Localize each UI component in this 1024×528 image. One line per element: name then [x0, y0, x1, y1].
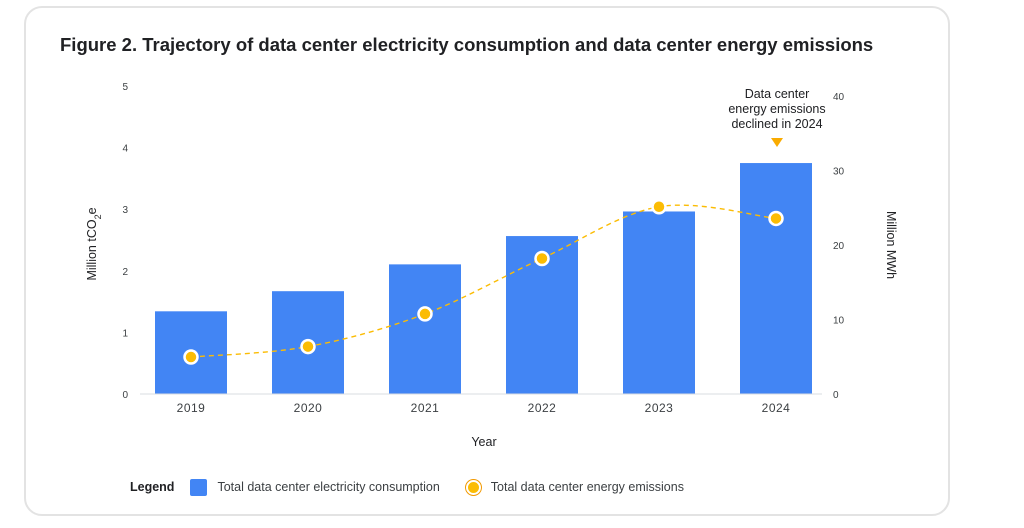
right-tick-30: 30: [833, 167, 845, 178]
x-tick-2019: 2019: [177, 401, 206, 415]
point-2022: [534, 250, 550, 267]
left-tick-5: 5: [122, 82, 128, 93]
right-tick-labels: 0 10 20 30 40: [833, 92, 845, 401]
legend-title: Legend: [130, 480, 175, 494]
points-layer: [183, 198, 784, 365]
annotation-line-3: declined in 2024: [731, 117, 822, 131]
point-2023: [651, 198, 667, 215]
x-tick-2020: 2020: [294, 401, 323, 415]
legend-item-electricity: Total data center electricity consumptio…: [190, 478, 440, 496]
left-axis-title: Million tCO2e: [85, 207, 103, 280]
legend-bar-swatch-icon: [190, 478, 208, 496]
right-tick-10: 10: [833, 316, 845, 327]
left-tick-2: 2: [122, 267, 128, 278]
annotation-line-1: Data center: [745, 87, 810, 101]
x-tick-2024: 2024: [762, 401, 791, 415]
x-tick-2022: 2022: [528, 401, 557, 415]
legend: Legend Total data center electricity con…: [130, 477, 710, 497]
right-tick-0: 0: [833, 390, 839, 401]
bar-2021: [389, 264, 461, 394]
annotation-line-2: energy emissions: [728, 102, 825, 116]
left-tick-labels: 0 1 2 3 4 5: [122, 82, 128, 401]
x-axis-title: Year: [471, 435, 496, 449]
bar-2024: [740, 163, 812, 394]
right-axis-title: Million MWh: [884, 211, 898, 279]
legend-label-emissions: Total data center energy emissions: [490, 480, 684, 494]
left-tick-0: 0: [122, 390, 128, 401]
legend-label-electricity: Total data center electricity consumptio…: [217, 480, 440, 494]
legend-item-emissions: Total data center energy emissions: [465, 479, 684, 495]
point-2021: [417, 306, 433, 322]
left-tick-1: 1: [122, 328, 128, 339]
bars-layer: [155, 163, 812, 394]
x-tick-labels: 2019 2020 2021 2022 2023 2024: [177, 401, 791, 415]
point-2024: [768, 210, 784, 227]
point-2020: [300, 338, 316, 355]
legend-dot-swatch-icon: [465, 479, 481, 495]
x-tick-2023: 2023: [645, 401, 674, 415]
x-tick-2021: 2021: [411, 401, 440, 415]
chart-title: Figure 2. Trajectory of data center elec…: [60, 34, 874, 55]
left-tick-4: 4: [122, 144, 128, 155]
annotation-arrow-icon: [771, 138, 783, 147]
left-tick-3: 3: [122, 205, 128, 216]
right-tick-20: 20: [833, 241, 845, 252]
point-2019: [183, 349, 199, 365]
right-tick-40: 40: [833, 92, 845, 103]
annotation: Data center energy emissions declined in…: [728, 87, 826, 147]
bar-2023: [623, 211, 695, 394]
